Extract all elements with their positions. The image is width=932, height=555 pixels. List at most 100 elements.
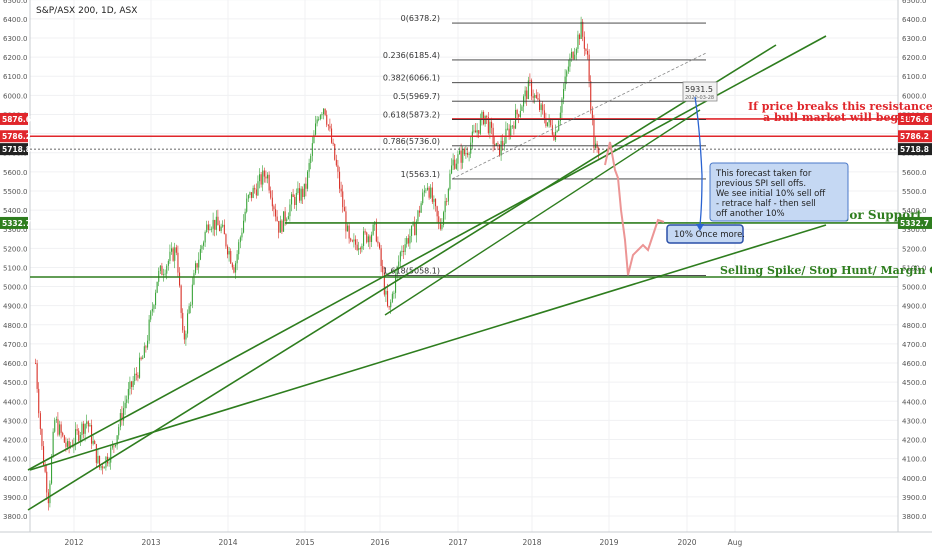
candle-body <box>460 150 462 163</box>
candle-body <box>380 248 382 267</box>
candle-body <box>479 118 481 134</box>
forecast-note-line-2: previous SPI sell offs. <box>716 179 806 189</box>
candle-body <box>566 71 568 77</box>
candle-body <box>478 130 480 134</box>
candle-body <box>166 265 168 274</box>
candle-body <box>179 272 181 286</box>
candle-body <box>134 373 136 382</box>
candle-body <box>95 444 97 463</box>
resistance-annotation-line-1: If price breaks this resistance <box>748 100 932 113</box>
candle-body <box>257 181 259 196</box>
candle-body <box>323 108 325 115</box>
candle-body <box>198 259 200 268</box>
price-badge-label: 5786.2 <box>2 132 31 141</box>
forecast-note-line-3: We see initial 10% sell off <box>716 189 826 199</box>
candle-body <box>315 123 317 135</box>
candle-body <box>113 445 115 447</box>
candles <box>35 16 600 511</box>
candle-body <box>316 119 318 124</box>
candle-body <box>57 419 59 435</box>
candle-body <box>580 21 582 39</box>
candle-body <box>63 435 65 443</box>
forecast-note-line-4: - retrace half - then sell <box>716 199 816 209</box>
candle-body <box>103 467 105 469</box>
candle-body <box>375 221 377 242</box>
candle-body <box>36 363 38 389</box>
y-tick-right: 5200.0 <box>902 245 927 253</box>
candle-body <box>500 140 502 156</box>
candle-body <box>587 50 589 55</box>
candle-body <box>363 231 365 246</box>
candle-body <box>329 125 331 129</box>
forecast-note: This forecast taken for previous SPI sel… <box>709 162 849 222</box>
candle-body <box>529 80 531 82</box>
candle-body <box>116 435 118 446</box>
candle-body <box>279 220 281 233</box>
candle-body <box>327 124 329 126</box>
candle-body <box>551 125 553 135</box>
resistance-annotation-line-2: a bull market will begin <box>763 111 910 124</box>
candle-body <box>300 188 302 201</box>
x-tick-label: 2019 <box>599 538 618 547</box>
candle-body <box>222 224 224 227</box>
forecast-line <box>604 141 665 276</box>
candle-body <box>459 150 461 155</box>
candle-body <box>467 153 469 155</box>
price-badge <box>898 112 932 125</box>
fib-label: 0.618(5873.2) <box>383 111 440 120</box>
candle-body <box>172 248 174 261</box>
candle-body <box>439 222 441 229</box>
candle-body <box>535 95 537 99</box>
candle-body <box>438 216 440 223</box>
measure-date: 2020-03-28 <box>685 95 714 101</box>
candle-body <box>324 108 326 115</box>
candle-body <box>332 142 334 145</box>
candle-body <box>294 196 296 205</box>
candle-body <box>148 319 150 341</box>
candle-body <box>502 140 504 145</box>
candle-body <box>262 170 264 185</box>
candle-body <box>292 194 294 197</box>
candle-body <box>591 110 593 119</box>
candle-body <box>287 216 289 220</box>
x-tick-label: 2016 <box>370 538 389 547</box>
candle-body <box>519 110 521 117</box>
y-tick-right: 4300.0 <box>902 417 927 425</box>
y-tick-left: 6100.0 <box>3 73 28 81</box>
candle-body <box>364 231 366 233</box>
candle-body <box>137 375 139 378</box>
candle-body <box>41 428 43 447</box>
x-axis: 2012 2013 2014 2015 2016 2017 2018 2019 2020 Aug <box>64 538 742 547</box>
candle-body <box>457 154 459 164</box>
candle-body <box>191 284 193 305</box>
candle-body <box>575 48 577 55</box>
candle-body <box>188 306 190 314</box>
candle-body <box>252 187 254 198</box>
candle-body <box>350 238 352 241</box>
candle-body <box>235 263 237 273</box>
candle-body <box>398 261 400 267</box>
candle-body <box>444 201 446 213</box>
candle-body <box>214 219 216 230</box>
candle-body <box>537 98 539 100</box>
grid <box>30 0 898 532</box>
price-badge <box>898 130 932 143</box>
candle-body <box>369 236 371 242</box>
candle-body <box>465 153 467 155</box>
candle-body <box>471 131 473 143</box>
candle-body <box>76 429 78 431</box>
candle-body <box>387 290 389 307</box>
trendline-long <box>29 224 827 471</box>
candle-body <box>156 281 158 293</box>
candle-body <box>91 425 93 444</box>
candle-body <box>334 144 336 160</box>
candle-body <box>436 206 438 217</box>
candle-body <box>508 128 510 136</box>
y-tick-right: 5600.0 <box>902 169 927 177</box>
candle-body <box>340 188 342 192</box>
y-tick-right: 6100.0 <box>902 73 927 81</box>
candle-body <box>396 266 398 275</box>
candle-body <box>151 308 153 312</box>
candle-body <box>534 95 536 98</box>
